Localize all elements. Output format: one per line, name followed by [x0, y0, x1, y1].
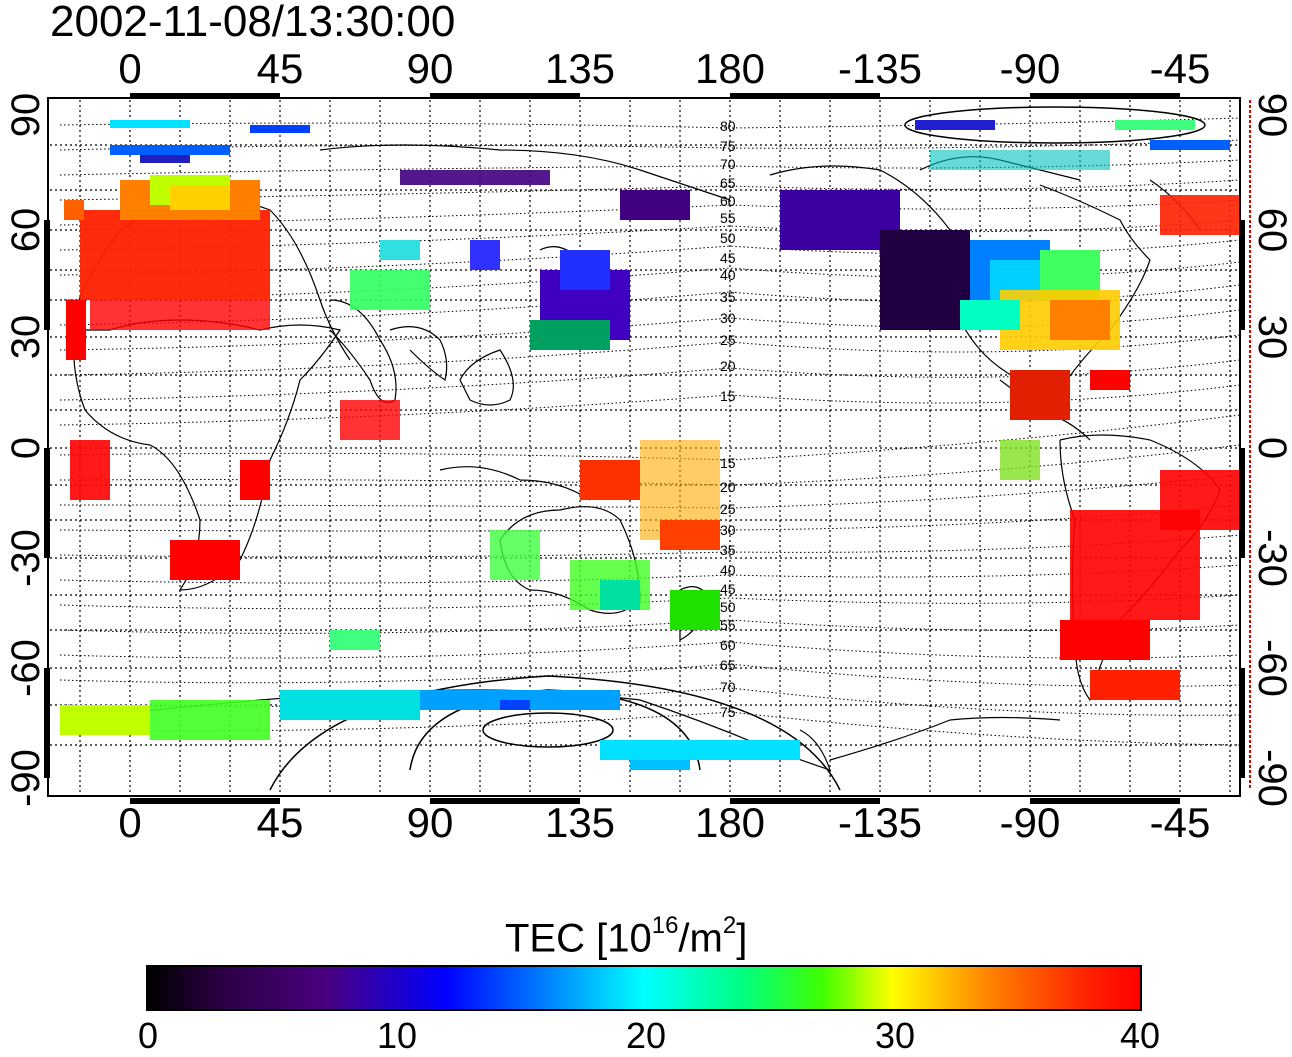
colorbar-tick: 20	[625, 1015, 667, 1056]
colorbar-tick: 40	[1119, 1015, 1161, 1056]
tec-samples	[60, 120, 1240, 770]
contour-label-n: 15	[720, 388, 736, 404]
contour-label-s: 30	[720, 522, 736, 538]
contour-labels: 80 75 70 65 60 55 50 45 40 35 30 25 20 1…	[720, 118, 736, 720]
colorbar	[146, 965, 1142, 1011]
colorbar-tick: 30	[874, 1015, 916, 1056]
top-lon-label: -45	[1149, 45, 1211, 92]
contour-label-n: 30	[720, 310, 736, 326]
contour-label-s: 60	[720, 637, 736, 653]
contour-label-s: 35	[720, 542, 736, 558]
top-lon-label: -90	[999, 45, 1061, 92]
contour-label-n: 50	[720, 230, 736, 246]
top-lon-label: 180	[694, 45, 766, 92]
contour-label-s: 55	[720, 617, 736, 633]
colorbar-title: TEC [1016/m2]	[505, 912, 748, 961]
contour-label-n: 75	[720, 138, 736, 154]
contour-label-s: 65	[720, 657, 736, 673]
bottom-lon-label: 0	[118, 799, 142, 846]
tec-map: 80 75 70 65 60 55 50 45 40 35 30 25 20 1…	[44, 93, 1251, 804]
bottom-lon-label: 135	[544, 799, 616, 846]
contour-label-s: 75	[720, 704, 736, 720]
top-lon-label: 0	[118, 45, 142, 92]
contour-label-n: 65	[720, 175, 736, 191]
contour-label-n: 60	[720, 193, 736, 209]
contour-label-s: 40	[720, 562, 736, 578]
map-frame	[47, 97, 1241, 797]
contour-label-s: 20	[720, 479, 736, 495]
plot-title: 2002-11-08/13:30:00	[50, 0, 456, 46]
bottom-lon-label: 90	[406, 799, 454, 846]
top-lon-label: -135	[837, 45, 923, 92]
contour-label-n: 80	[720, 118, 736, 134]
contour-label-n: 45	[720, 250, 736, 266]
bottom-lon-label: 45	[256, 799, 304, 846]
contour-label-n: 70	[720, 156, 736, 172]
top-lon-label: 135	[544, 45, 616, 92]
bottom-lon-label: 180	[694, 799, 766, 846]
contour-label-s: 50	[720, 599, 736, 615]
contour-label-n: 35	[720, 289, 736, 305]
contour-label-s: 45	[720, 581, 736, 597]
top-lon-label: 45	[256, 45, 304, 92]
bottom-lon-label: -90	[999, 799, 1061, 846]
contour-label-n: 40	[720, 267, 736, 283]
contour-label-s: 15	[720, 455, 736, 471]
contour-label-n: 25	[720, 332, 736, 348]
bottom-lon-label: -135	[837, 799, 923, 846]
contour-label-n: 55	[720, 210, 736, 226]
bottom-lon-label: -45	[1149, 799, 1211, 846]
contour-label-s: 25	[720, 501, 736, 517]
colorbar-tick: 10	[376, 1015, 418, 1056]
top-lon-label: 90	[406, 45, 454, 92]
contour-label-s: 70	[720, 679, 736, 695]
colorbar-tick: 0	[137, 1015, 159, 1056]
contour-label-n: 20	[720, 358, 736, 374]
